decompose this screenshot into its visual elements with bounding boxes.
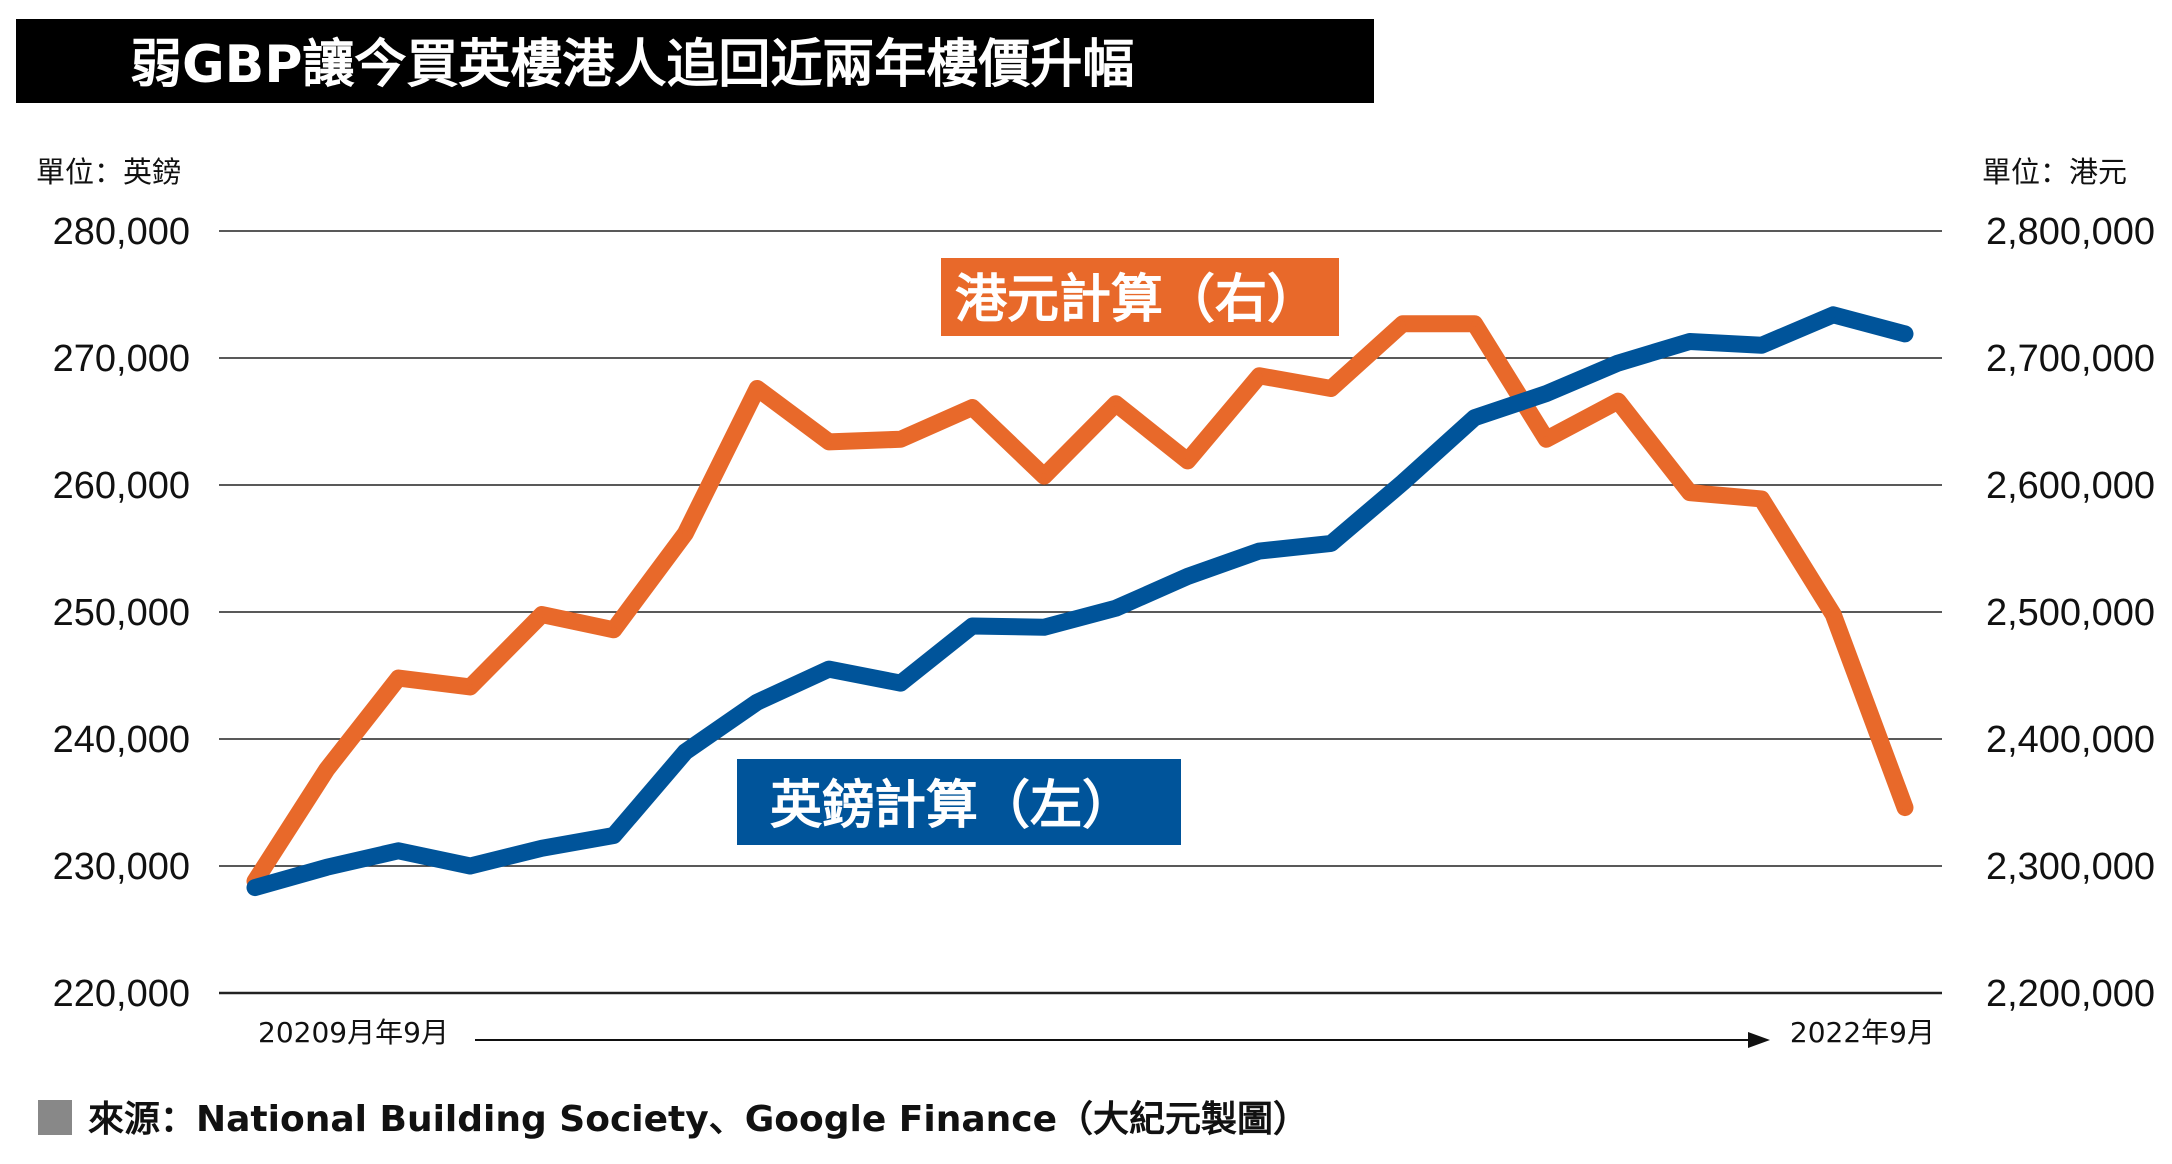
left-tick-label: 260,000 xyxy=(53,465,190,507)
hkd-data-point xyxy=(1041,473,1048,480)
gbp-data-point xyxy=(754,699,761,706)
gbp-data-point xyxy=(252,884,258,891)
hkd-data-point xyxy=(1686,489,1693,496)
x-end-label: 2022年9月 xyxy=(1790,1016,1935,1049)
source-marker xyxy=(38,1100,72,1135)
gbp-data-point xyxy=(1112,605,1119,612)
chart-title: 弱GBP讓今買英樓港人追回近兩年樓價升幅 xyxy=(130,35,1134,95)
gbp-data-point xyxy=(1471,414,1478,421)
hkd-data-point xyxy=(467,683,474,690)
hkd-data-point xyxy=(1615,398,1622,405)
right-tick-label: 2,400,000 xyxy=(1986,719,2155,761)
hkd-data-point xyxy=(1256,372,1263,379)
gbp-data-point xyxy=(1543,390,1550,397)
gbp-data-point xyxy=(395,847,402,854)
hkd-data-point xyxy=(897,436,904,443)
left-tick-label: 230,000 xyxy=(53,846,190,888)
gbp-data-point xyxy=(1830,311,1837,318)
hkd-data-point xyxy=(538,611,545,618)
right-tick-label: 2,200,000 xyxy=(1986,973,2155,1015)
hkd-data-point xyxy=(1758,495,1765,502)
hkd-data-point xyxy=(825,438,832,445)
right-unit-label: 單位：港元 xyxy=(1982,155,2127,189)
hkd-data-point xyxy=(395,675,402,682)
hkd-data-point xyxy=(1471,320,1478,327)
left-unit-label: 單位：英鎊 xyxy=(36,155,181,189)
hkd-data-point xyxy=(969,404,976,411)
hkd-series-line xyxy=(246,315,1914,890)
x-start-label: 20209月年9月 xyxy=(258,1016,449,1049)
left-tick-label: 250,000 xyxy=(53,592,190,634)
hkd-series-label-box xyxy=(941,258,1339,336)
right-tick-label: 2,800,000 xyxy=(1986,211,2155,253)
gbp-data-point xyxy=(1328,540,1335,547)
hkd-data-point xyxy=(1184,457,1191,464)
left-tick-label: 280,000 xyxy=(53,211,190,253)
hkd-data-point xyxy=(1112,400,1119,407)
gbp-data-point xyxy=(1902,330,1908,337)
gbp-data-point xyxy=(1615,360,1622,367)
title-bar xyxy=(16,19,1374,103)
gbp-data-point xyxy=(323,864,330,871)
right-tick-label: 2,700,000 xyxy=(1986,338,2155,380)
hkd-data-point xyxy=(610,626,617,633)
gbp-data-point xyxy=(1758,342,1765,349)
gbp-series-label-box xyxy=(737,759,1181,845)
gbp-data-point xyxy=(969,622,976,629)
left-tick-label: 270,000 xyxy=(53,338,190,380)
right-tick-label: 2,500,000 xyxy=(1986,592,2155,634)
gbp-data-point xyxy=(1686,338,1693,345)
gbp-data-point xyxy=(682,748,689,755)
hkd-data-point xyxy=(1543,436,1550,443)
gbp-series-label: 英鎊計算（左） xyxy=(770,776,1134,836)
gbp-data-point xyxy=(1184,573,1191,580)
gbp-data-point xyxy=(467,863,474,869)
hkd-data-point xyxy=(323,766,330,773)
source-text: 來源：National Building Society、Google Fina… xyxy=(88,1099,1309,1140)
left-tick-label: 240,000 xyxy=(53,719,190,761)
hkd-data-point xyxy=(682,530,689,537)
gbp-data-point xyxy=(1041,624,1048,631)
gbp-data-point xyxy=(1256,548,1263,555)
time-arrow-head xyxy=(1748,1032,1770,1048)
gbp-series-line xyxy=(246,306,1914,897)
right-tick-label: 2,600,000 xyxy=(1986,465,2155,507)
gbp-data-point xyxy=(1399,479,1406,486)
hkd-data-point xyxy=(754,385,761,392)
hkd-data-point xyxy=(1830,611,1837,618)
gbp-data-point xyxy=(897,680,904,687)
hkd-data-point xyxy=(1902,804,1908,811)
gbp-data-point xyxy=(538,845,545,852)
left-tick-label: 220,000 xyxy=(53,973,190,1015)
right-tick-label: 2,300,000 xyxy=(1986,846,2155,888)
gbp-data-point xyxy=(610,832,617,839)
hkd-series-label: 港元計算（右） xyxy=(955,270,1319,330)
gbp-data-point xyxy=(825,666,832,673)
hkd-data-point xyxy=(1399,320,1406,327)
hkd-data-point xyxy=(1328,385,1335,392)
